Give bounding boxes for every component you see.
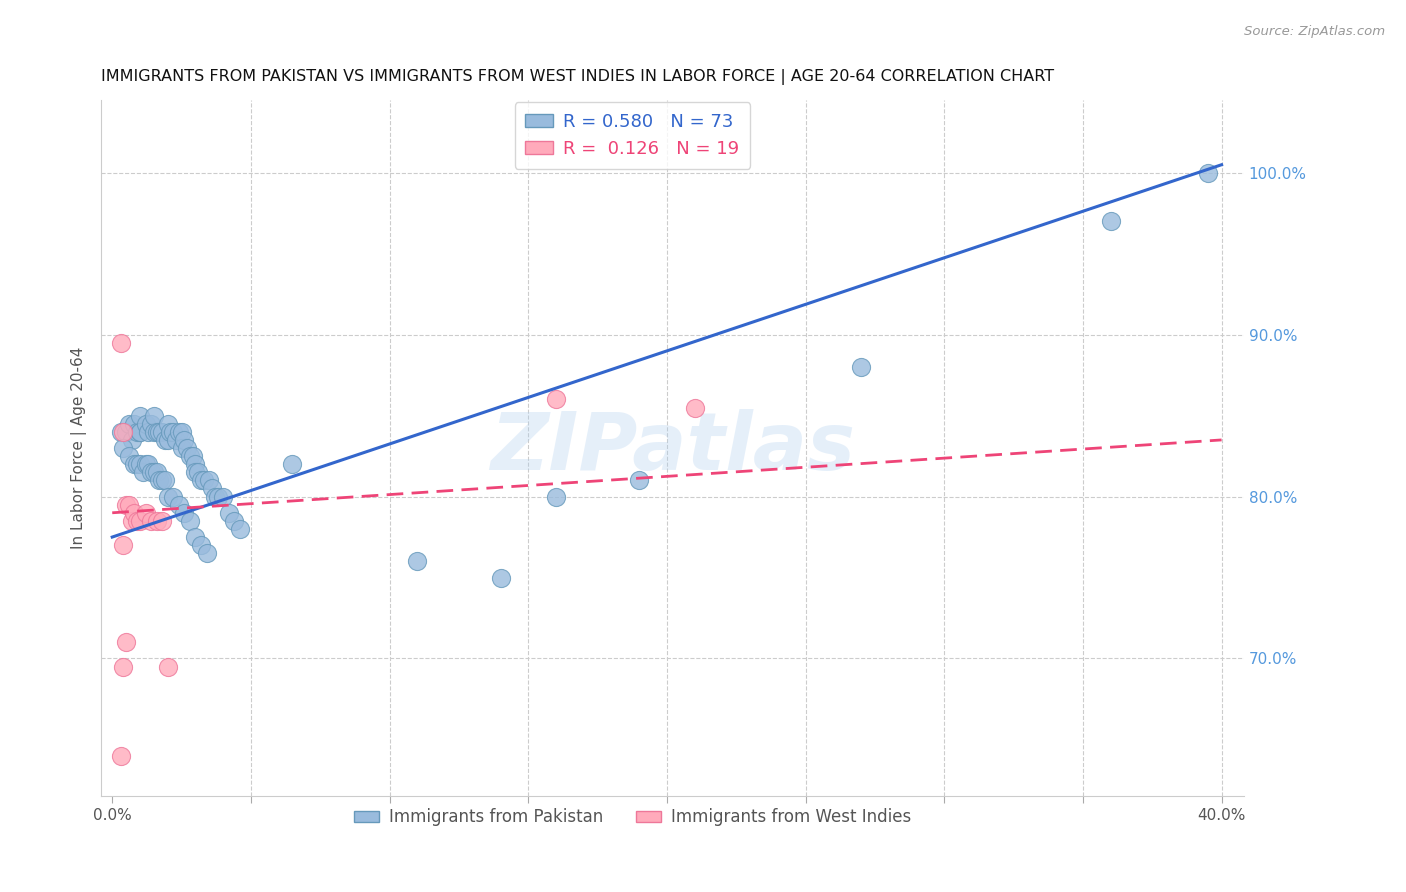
- Point: [190, 538, 212, 552]
- Point: [121, 433, 143, 447]
- Point: [224, 514, 246, 528]
- Point: [170, 441, 193, 455]
- Point: [112, 538, 135, 552]
- Point: [112, 659, 135, 673]
- Point: [181, 449, 204, 463]
- Point: [167, 425, 190, 439]
- Point: [110, 425, 132, 439]
- Point: [150, 425, 173, 439]
- Point: [118, 449, 141, 463]
- Point: [110, 748, 132, 763]
- Point: [218, 506, 240, 520]
- Point: [489, 570, 512, 584]
- Point: [139, 465, 162, 479]
- Point: [156, 490, 179, 504]
- Point: [124, 417, 146, 431]
- Point: [193, 474, 215, 488]
- Point: [115, 425, 138, 439]
- Point: [156, 433, 179, 447]
- Point: [129, 409, 152, 423]
- Point: [118, 498, 141, 512]
- Point: [173, 506, 195, 520]
- Point: [136, 457, 159, 471]
- Point: [683, 401, 706, 415]
- Point: [115, 635, 138, 649]
- Point: [159, 425, 181, 439]
- Point: [145, 514, 167, 528]
- Point: [148, 474, 170, 488]
- Point: [170, 425, 193, 439]
- Point: [179, 449, 201, 463]
- Point: [184, 465, 207, 479]
- Point: [145, 425, 167, 439]
- Point: [142, 425, 165, 439]
- Point: [544, 392, 567, 407]
- Point: [281, 457, 304, 471]
- Point: [207, 490, 229, 504]
- Point: [190, 474, 212, 488]
- Point: [110, 335, 132, 350]
- Text: IMMIGRANTS FROM PAKISTAN VS IMMIGRANTS FROM WEST INDIES IN LABOR FORCE | AGE 20-: IMMIGRANTS FROM PAKISTAN VS IMMIGRANTS F…: [101, 69, 1054, 85]
- Point: [118, 417, 141, 431]
- Point: [156, 417, 179, 431]
- Point: [112, 425, 135, 439]
- Point: [229, 522, 252, 536]
- Point: [139, 514, 162, 528]
- Point: [184, 457, 207, 471]
- Text: Source: ZipAtlas.com: Source: ZipAtlas.com: [1244, 25, 1385, 38]
- Point: [124, 506, 146, 520]
- Point: [112, 441, 135, 455]
- Point: [127, 514, 149, 528]
- Point: [129, 457, 152, 471]
- Point: [129, 514, 152, 528]
- Point: [212, 490, 235, 504]
- Point: [1099, 214, 1122, 228]
- Point: [628, 474, 651, 488]
- Text: ZIPatlas: ZIPatlas: [489, 409, 855, 487]
- Point: [134, 506, 156, 520]
- Point: [150, 474, 173, 488]
- Point: [544, 490, 567, 504]
- Point: [179, 514, 201, 528]
- Point: [198, 474, 221, 488]
- Point: [115, 498, 138, 512]
- Point: [142, 465, 165, 479]
- Point: [148, 425, 170, 439]
- Point: [127, 457, 149, 471]
- Point: [187, 465, 209, 479]
- Point: [153, 474, 176, 488]
- Point: [129, 425, 152, 439]
- Point: [173, 433, 195, 447]
- Point: [162, 490, 184, 504]
- Point: [849, 360, 872, 375]
- Point: [134, 457, 156, 471]
- Point: [134, 417, 156, 431]
- Point: [145, 465, 167, 479]
- Point: [129, 425, 152, 439]
- Point: [1197, 166, 1219, 180]
- Point: [121, 514, 143, 528]
- Point: [167, 498, 190, 512]
- Point: [150, 514, 173, 528]
- Point: [132, 465, 155, 479]
- Point: [165, 433, 187, 447]
- Point: [142, 409, 165, 423]
- Point: [136, 425, 159, 439]
- Point: [162, 425, 184, 439]
- Point: [201, 482, 224, 496]
- Point: [204, 490, 226, 504]
- Legend: Immigrants from Pakistan, Immigrants from West Indies: Immigrants from Pakistan, Immigrants fro…: [347, 802, 918, 833]
- Point: [153, 433, 176, 447]
- Point: [124, 457, 146, 471]
- Point: [195, 546, 218, 560]
- Point: [406, 554, 429, 568]
- Point: [127, 425, 149, 439]
- Point: [184, 530, 207, 544]
- Point: [139, 417, 162, 431]
- Point: [176, 441, 198, 455]
- Point: [156, 659, 179, 673]
- Y-axis label: In Labor Force | Age 20-64: In Labor Force | Age 20-64: [72, 347, 87, 549]
